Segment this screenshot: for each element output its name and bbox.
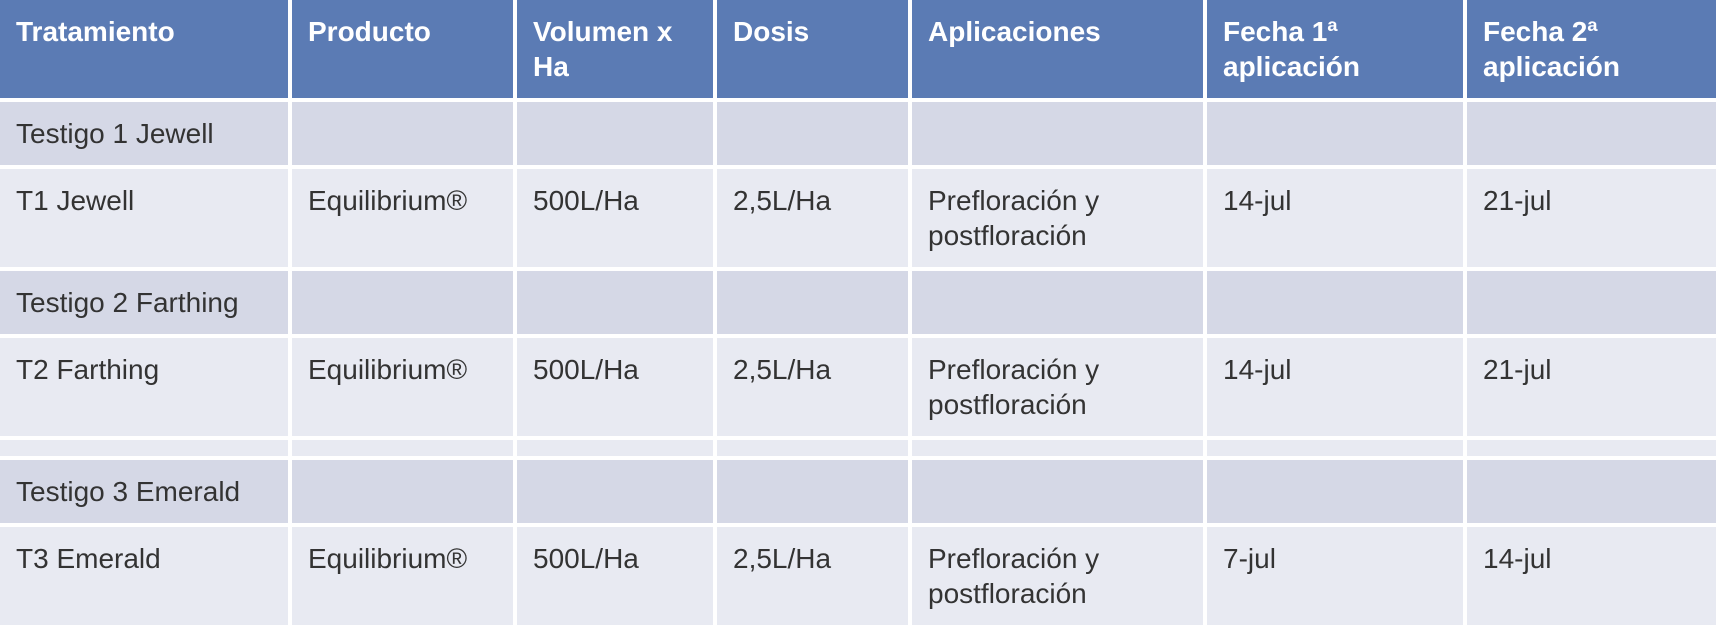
col-header-5: Fecha 1ª aplicación <box>1205 0 1465 100</box>
cell <box>910 458 1205 525</box>
cell <box>515 458 715 525</box>
cell: 500L/Ha <box>515 336 715 438</box>
cell: Prefloración y postfloración <box>910 336 1205 438</box>
cell: Prefloración y postfloración <box>910 167 1205 269</box>
cell: Testigo 2 Farthing <box>0 269 290 336</box>
cell <box>715 100 910 167</box>
cell: 21-jul <box>1465 167 1716 269</box>
col-header-1: Producto <box>290 0 515 100</box>
cell: Prefloración y postfloración <box>910 525 1205 627</box>
cell: 2,5L/Ha <box>715 525 910 627</box>
cell: 2,5L/Ha <box>715 167 910 269</box>
cell: Equilibrium® <box>290 525 515 627</box>
col-header-2: Volumen x Ha <box>515 0 715 100</box>
cell <box>515 269 715 336</box>
cell: 14-jul <box>1205 336 1465 438</box>
cell: 7-jul <box>1205 525 1465 627</box>
cell: 14-jul <box>1465 525 1716 627</box>
cell: 500L/Ha <box>515 167 715 269</box>
cell: 21-jul <box>1465 336 1716 438</box>
cell <box>1465 458 1716 525</box>
table-row: T2 FarthingEquilibrium®500L/Ha2,5L/HaPre… <box>0 336 1716 438</box>
cell <box>1205 100 1465 167</box>
cell <box>715 458 910 525</box>
cell <box>715 269 910 336</box>
cell <box>515 100 715 167</box>
table-row: Testigo 1 Jewell <box>0 100 1716 167</box>
table-header-row: TratamientoProductoVolumen x HaDosisApli… <box>0 0 1716 100</box>
col-header-6: Fecha 2ª aplicación <box>1465 0 1716 100</box>
cell: Testigo 3 Emerald <box>0 458 290 525</box>
cell <box>1465 100 1716 167</box>
cell: 500L/Ha <box>515 525 715 627</box>
cell: T1 Jewell <box>0 167 290 269</box>
cell <box>910 100 1205 167</box>
cell: Testigo 1 Jewell <box>0 100 290 167</box>
cell <box>1205 458 1465 525</box>
cell <box>290 100 515 167</box>
col-header-0: Tratamiento <box>0 0 290 100</box>
cell: 2,5L/Ha <box>715 336 910 438</box>
cell: T3 Emerald <box>0 525 290 627</box>
cell <box>1205 269 1465 336</box>
cell: 14-jul <box>1205 167 1465 269</box>
cell: Equilibrium® <box>290 167 515 269</box>
table-row <box>0 438 1716 458</box>
treatments-table: TratamientoProductoVolumen x HaDosisApli… <box>0 0 1716 629</box>
table-row: Testigo 2 Farthing <box>0 269 1716 336</box>
table-row: Testigo 3 Emerald <box>0 458 1716 525</box>
col-header-3: Dosis <box>715 0 910 100</box>
cell <box>1465 269 1716 336</box>
table-row: T3 EmeraldEquilibrium®500L/Ha2,5L/HaPref… <box>0 525 1716 627</box>
table-row: T1 JewellEquilibrium®500L/Ha2,5L/HaPrefl… <box>0 167 1716 269</box>
cell <box>290 458 515 525</box>
col-header-4: Aplicaciones <box>910 0 1205 100</box>
cell: T2 Farthing <box>0 336 290 438</box>
cell <box>910 269 1205 336</box>
cell: Equilibrium® <box>290 336 515 438</box>
cell <box>290 269 515 336</box>
